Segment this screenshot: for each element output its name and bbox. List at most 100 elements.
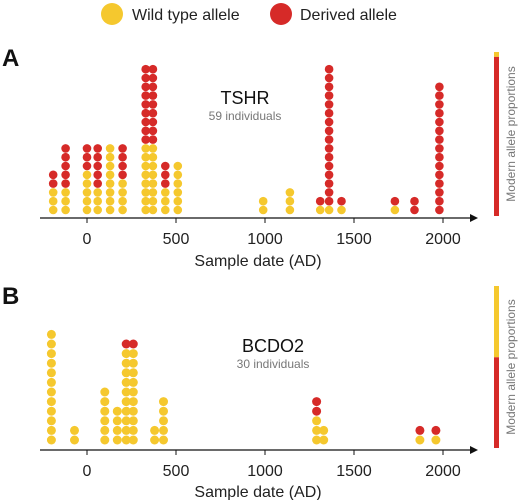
wild-type-allele-dot xyxy=(100,435,110,445)
wild-type-allele-dot xyxy=(173,196,183,206)
derived-allele-dot xyxy=(431,425,441,435)
derived-allele-dot xyxy=(141,108,150,118)
wild-type-allele-dot xyxy=(112,435,122,445)
derived-allele-dot xyxy=(324,196,334,206)
panel-b: B BCDO2 30 individuals 0 500 1000 1500 2000 … xyxy=(2,283,518,500)
wild-type-allele-dot xyxy=(319,425,329,435)
wild-type-allele-dot xyxy=(128,406,138,416)
derived-allele-dot xyxy=(148,100,158,109)
derived-allele-dot xyxy=(141,126,150,136)
derived-allele-dot xyxy=(435,100,444,109)
wild-type-allele-dot xyxy=(105,161,115,171)
derived-allele-dot xyxy=(324,91,334,100)
panel-a: A TSHR 59 individuals 0 500 1000 1500 2000 S… xyxy=(2,45,518,270)
panel-a-x-axis-label: Sample date (AD) xyxy=(194,253,321,270)
wild-type-allele-dot xyxy=(150,435,160,445)
derived-allele-dot xyxy=(93,144,102,153)
derived-allele-dot xyxy=(415,425,425,435)
wild-type-allele-dot xyxy=(285,188,295,197)
wild-type-allele-dot xyxy=(128,377,138,387)
wild-type-allele-dot xyxy=(141,170,150,180)
derived-allele-dot xyxy=(324,170,334,180)
legend-derived-swatch xyxy=(270,3,292,25)
wild-type-allele-dot xyxy=(312,416,322,426)
legend-wild-label: Wild type allele xyxy=(132,7,240,24)
derived-allele-dot xyxy=(435,179,444,188)
panel-a-x-tick-label: 1000 xyxy=(247,231,283,248)
derived-allele-dot xyxy=(324,108,334,118)
derived-allele-dot xyxy=(161,161,170,171)
wild-type-allele-dot xyxy=(46,397,56,407)
derived-allele-dot xyxy=(390,196,400,206)
wild-type-allele-dot xyxy=(150,425,160,435)
wild-type-allele-dot xyxy=(173,170,183,180)
wild-type-allele-dot xyxy=(390,205,400,215)
derived-allele-dot xyxy=(337,196,346,206)
wild-type-allele-dot xyxy=(141,144,150,153)
panel-b-side-label: Modern allele proportions xyxy=(504,299,518,434)
derived-allele-dot xyxy=(141,82,150,92)
wild-type-allele-dot xyxy=(148,170,158,180)
panel-a-modern-derived-segment xyxy=(494,56,499,217)
derived-allele-dot xyxy=(141,64,150,74)
wild-type-allele-dot xyxy=(100,425,110,435)
wild-type-allele-dot xyxy=(46,329,56,339)
panel-b-x-tick-label: 1500 xyxy=(336,463,372,480)
legend-derived-label: Derived allele xyxy=(300,7,397,24)
derived-allele-dot xyxy=(61,161,70,171)
wild-type-allele-dot xyxy=(121,406,131,416)
wild-type-allele-dot xyxy=(312,425,322,435)
wild-type-allele-dot xyxy=(46,406,56,416)
wild-type-allele-dot xyxy=(121,435,131,445)
wild-type-allele-dot xyxy=(121,416,131,426)
derived-allele-dot xyxy=(148,73,158,83)
wild-type-allele-dot xyxy=(48,188,58,197)
wild-type-allele-dot xyxy=(431,435,441,445)
panel-b-x-tick-label: 2000 xyxy=(425,463,461,480)
wild-type-allele-dot xyxy=(159,416,168,426)
wild-type-allele-dot xyxy=(105,205,115,215)
derived-allele-dot xyxy=(48,179,58,188)
derived-allele-dot xyxy=(118,161,127,171)
panel-a-title: TSHR xyxy=(221,88,270,108)
panel-a-subtitle: 59 individuals xyxy=(209,109,282,123)
wild-type-allele-dot xyxy=(93,188,102,197)
panel-a-x-tick-label: 2000 xyxy=(425,231,461,248)
wild-type-allele-dot xyxy=(141,196,150,206)
derived-allele-dot xyxy=(148,135,158,144)
wild-type-allele-dot xyxy=(159,425,168,435)
derived-allele-dot xyxy=(435,170,444,180)
panel-b-x-tick-label: 0 xyxy=(83,463,92,480)
derived-allele-dot xyxy=(324,179,334,188)
derived-allele-dot xyxy=(410,205,419,215)
wild-type-allele-dot xyxy=(70,425,79,435)
panel-a-label: A xyxy=(2,45,19,72)
wild-type-allele-dot xyxy=(324,205,334,215)
derived-allele-dot xyxy=(435,135,444,144)
wild-type-allele-dot xyxy=(148,161,158,171)
panel-b-x-tick-label: 1000 xyxy=(247,463,283,480)
wild-type-allele-dot xyxy=(61,196,70,206)
wild-type-allele-dot xyxy=(112,406,122,416)
wild-type-allele-dot xyxy=(285,205,295,215)
wild-type-allele-dot xyxy=(112,425,122,435)
derived-allele-dot xyxy=(82,161,92,171)
wild-type-allele-dot xyxy=(46,349,56,359)
derived-allele-dot xyxy=(324,64,334,74)
wild-type-allele-dot xyxy=(128,425,138,435)
wild-type-allele-dot xyxy=(118,205,127,215)
derived-allele-dot xyxy=(118,170,127,180)
derived-allele-dot xyxy=(128,339,138,349)
derived-allele-dot xyxy=(435,126,444,136)
derived-allele-dot xyxy=(324,144,334,153)
wild-type-allele-dot xyxy=(159,406,168,416)
wild-type-allele-dot xyxy=(118,196,127,206)
wild-type-allele-dot xyxy=(105,179,115,188)
wild-type-allele-dot xyxy=(337,205,346,215)
derived-allele-dot xyxy=(61,152,70,162)
wild-type-allele-dot xyxy=(159,397,168,407)
wild-type-allele-dot xyxy=(82,179,92,188)
wild-type-allele-dot xyxy=(141,205,150,215)
wild-type-allele-dot xyxy=(61,188,70,197)
wild-type-allele-dot xyxy=(173,205,183,215)
